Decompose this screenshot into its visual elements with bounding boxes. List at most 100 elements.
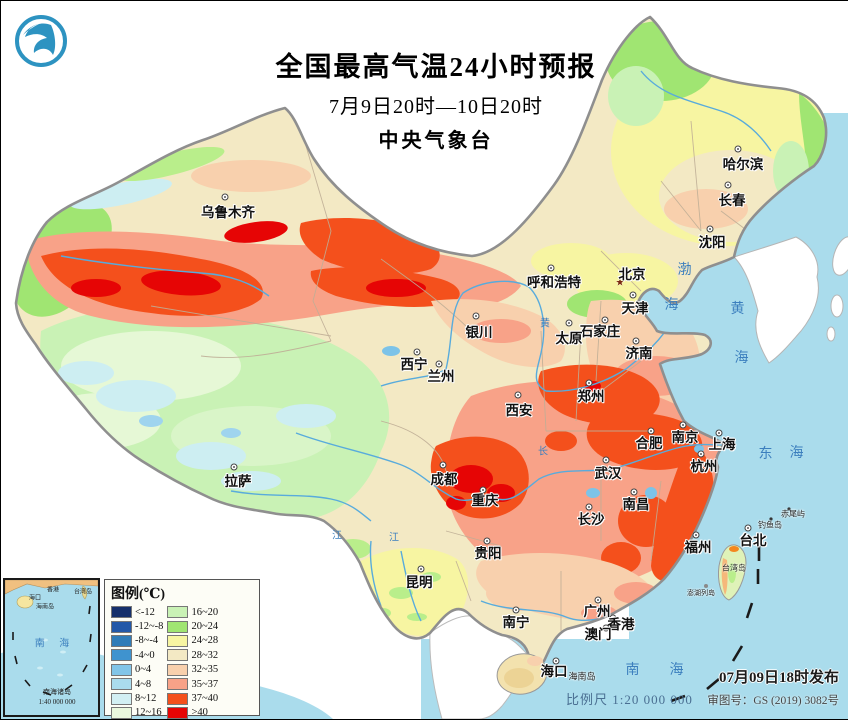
island-name-label: 台湾岛	[722, 563, 746, 573]
legend-swatch-icon	[111, 678, 132, 691]
legend-range-label: <-12	[135, 606, 155, 618]
legend-range-label: -8~-4	[135, 635, 159, 647]
city-marker-icon	[632, 337, 640, 345]
river-name-label: 江	[389, 532, 399, 544]
city-marker-icon	[230, 463, 238, 471]
city-label: 西安	[505, 403, 533, 418]
city-label: 北京	[618, 267, 646, 282]
capital-star-icon: ★	[615, 277, 625, 289]
city-label: 乌鲁木齐	[201, 205, 255, 220]
city-marker-icon	[585, 503, 593, 511]
legend-swatch-icon	[111, 606, 132, 619]
japan-island	[826, 326, 836, 342]
legend-column-cold: <-12 -12~-8 -8~-4 -4~0 0~4 4~8 8~12 12~16	[111, 605, 164, 719]
city-marker-icon	[552, 657, 560, 665]
inset-scale-label: 1:40 000 000	[38, 698, 76, 706]
inset-place-label: 海南岛	[35, 604, 55, 611]
sea-name-label: 海	[789, 446, 805, 461]
city-marker-icon	[514, 391, 522, 399]
legend-item: 16~20	[167, 605, 218, 619]
japan-island	[832, 236, 848, 276]
south-china-sea-inset: 南 海 南海诸岛 1:40 000 000 台湾岛 香港 海口 海南岛	[3, 578, 100, 717]
inset-islands-label: 南海诸岛	[43, 688, 71, 696]
legend-swatch-icon	[111, 620, 132, 633]
legend-swatch-icon	[167, 606, 189, 619]
city-label: 合肥	[635, 436, 663, 451]
city-label: 海口	[540, 664, 568, 679]
approval-number-label: 审图号：GS (2019) 3082号	[707, 695, 839, 707]
legend-swatch-icon	[167, 620, 189, 633]
legend-item: 4~8	[111, 677, 163, 691]
city-label: 南昌	[622, 497, 650, 512]
city-marker-icon	[629, 291, 637, 299]
china-border	[14, 15, 828, 667]
sea-name-label: 南	[625, 663, 641, 678]
legend-item: 35~37	[167, 677, 218, 691]
legend-swatch-icon	[167, 706, 189, 719]
city-label: 贵阳	[474, 546, 502, 561]
inset-place-label: 海口	[28, 595, 42, 602]
legend-swatch-icon	[111, 692, 132, 705]
legend-range-label: 0~4	[135, 664, 152, 676]
legend-item: 8~12	[111, 691, 163, 705]
sea-name-label: 黄	[730, 302, 746, 317]
legend-range-label: 37~40	[191, 693, 219, 705]
legend-range-label: 4~8	[135, 678, 152, 690]
city-marker-icon	[565, 319, 573, 327]
legend-title: 图例(℃)	[111, 587, 166, 602]
page-title: 全国最高气温24小时预报	[275, 52, 597, 82]
legend-range-label: >40	[191, 707, 208, 719]
city-label: 长沙	[577, 512, 605, 527]
chiwei-island	[787, 507, 791, 511]
city-marker-icon	[697, 450, 705, 458]
diaoyu-island	[769, 517, 773, 521]
city-label: 郑州	[577, 389, 605, 404]
city-marker-icon	[413, 348, 421, 356]
city-marker-icon	[744, 524, 752, 532]
city-marker-icon	[483, 537, 491, 545]
legend-item: 37~40	[167, 691, 218, 705]
legend-range-label: 8~12	[135, 693, 157, 705]
island-name-label: 海南岛	[568, 671, 596, 682]
city-marker-icon	[585, 379, 593, 387]
korea-landmass	[733, 236, 819, 364]
legend-item: 32~35	[167, 663, 218, 677]
city-marker-icon	[734, 145, 742, 153]
city-label: 拉萨	[224, 474, 252, 489]
city-marker-icon	[706, 225, 714, 233]
city-marker-icon	[439, 461, 447, 469]
cma-logo-icon	[15, 15, 67, 67]
city-marker-icon	[547, 264, 555, 272]
legend-range-label: -4~0	[135, 649, 155, 661]
sea-name-label: 海	[734, 351, 750, 366]
city-label: 南宁	[502, 615, 530, 630]
taiwan-island	[718, 544, 747, 601]
city-marker-icon	[594, 596, 602, 604]
sea-name-label: 渤	[677, 263, 693, 278]
city-label: 太原	[555, 331, 583, 346]
inset-sea-label: 南 海	[34, 638, 76, 650]
city-marker-icon	[724, 181, 732, 189]
inset-map-graphic	[5, 580, 98, 696]
city-label: 重庆	[471, 493, 499, 508]
legend-item: -8~-4	[111, 634, 163, 648]
city-marker-icon	[647, 427, 655, 435]
city-marker-icon	[417, 565, 425, 573]
city-label: 杭州	[690, 459, 718, 474]
city-marker-icon	[692, 531, 700, 539]
city-label: 天津	[621, 301, 649, 316]
river-name-label: 黄	[540, 318, 550, 330]
city-label: 澳门	[584, 627, 612, 642]
nine-dash-line	[670, 546, 761, 703]
legend-range-label: 24~28	[191, 635, 219, 647]
penghu-islands	[704, 584, 708, 588]
legend-swatch-icon	[167, 663, 189, 676]
legend-swatch-icon	[167, 649, 189, 662]
inset-place-label: 香港	[46, 587, 60, 594]
city-label: 呼和浩特	[527, 275, 581, 290]
city-label: 石家庄	[579, 324, 621, 339]
legend-range-label: -12~-8	[135, 621, 164, 633]
legend-column-warm: 16~20 20~24 24~28 28~32 32~35 35~37 37~40 >40	[167, 605, 219, 719]
